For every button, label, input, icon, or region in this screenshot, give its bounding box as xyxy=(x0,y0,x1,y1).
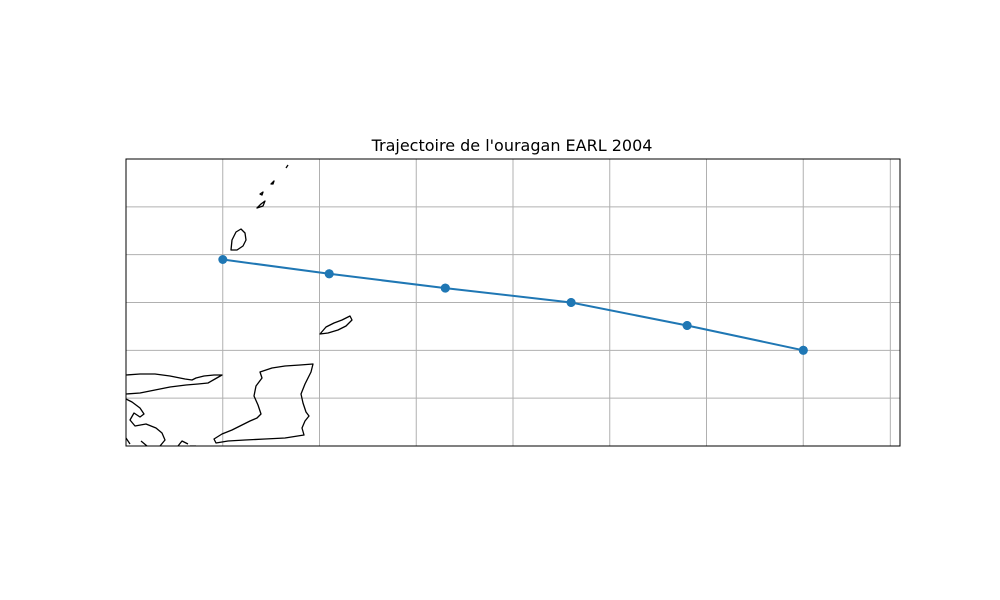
hurricane-track xyxy=(218,255,808,355)
track-point-10 xyxy=(798,345,808,355)
coastline-island-carriacou xyxy=(256,200,266,209)
coastline-island-trinidad xyxy=(213,363,314,444)
gridlines xyxy=(126,159,900,446)
track-point-5 xyxy=(218,255,228,264)
track-point-9 xyxy=(682,321,692,330)
track-point-7 xyxy=(440,283,450,293)
coastline-venezuela-delta xyxy=(126,398,196,446)
map-title: Trajectoire de l'ouragan EARL 2004 xyxy=(371,136,653,155)
coastline-island-tobago xyxy=(319,315,353,335)
coastline-islet-2 xyxy=(270,180,275,185)
track-point-6 xyxy=(324,269,334,279)
map-frame xyxy=(125,158,901,447)
coastlines xyxy=(126,164,353,446)
coastline-islet-1 xyxy=(259,191,264,196)
track-point-8 xyxy=(566,298,576,307)
coastline-venezuela-paria xyxy=(126,373,223,395)
coastline-islet-3 xyxy=(285,164,289,169)
track-points xyxy=(218,255,808,355)
coastline-island-grenada xyxy=(230,228,247,251)
